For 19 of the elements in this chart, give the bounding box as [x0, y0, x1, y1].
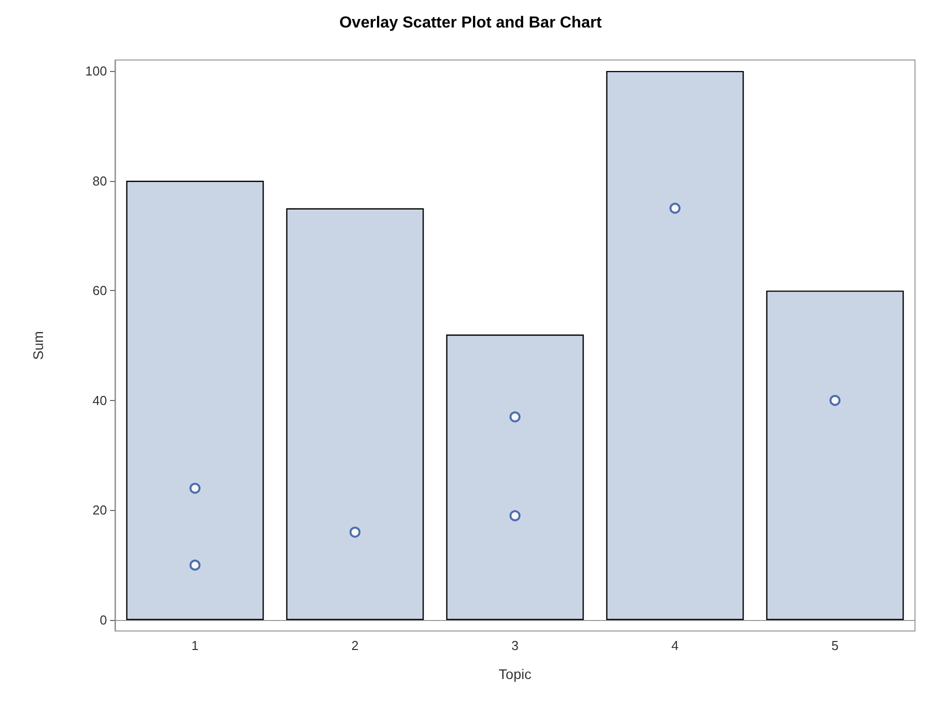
- y-tick-label: 0: [100, 612, 107, 628]
- y-tick-label: 100: [85, 63, 107, 78]
- x-tick-label: 4: [671, 638, 679, 653]
- y-tick-label: 20: [92, 502, 107, 518]
- bar: [286, 208, 424, 620]
- x-tick-label: 1: [191, 638, 199, 653]
- y-tick-label: 80: [92, 173, 107, 188]
- x-axis-title: Topic: [498, 666, 532, 682]
- y-tick-label: 60: [92, 283, 107, 298]
- y-axis-title: Sum: [30, 331, 46, 360]
- x-tick-label: 3: [511, 638, 519, 653]
- bar: [766, 290, 904, 620]
- chart-title: Overlay Scatter Plot and Bar Chart: [339, 14, 602, 32]
- bar: [446, 334, 584, 620]
- x-tick-label: 2: [351, 638, 359, 653]
- y-tick-label: 40: [92, 392, 107, 408]
- x-tick-label: 5: [831, 638, 839, 653]
- bar: [126, 180, 264, 620]
- bar: [606, 70, 744, 620]
